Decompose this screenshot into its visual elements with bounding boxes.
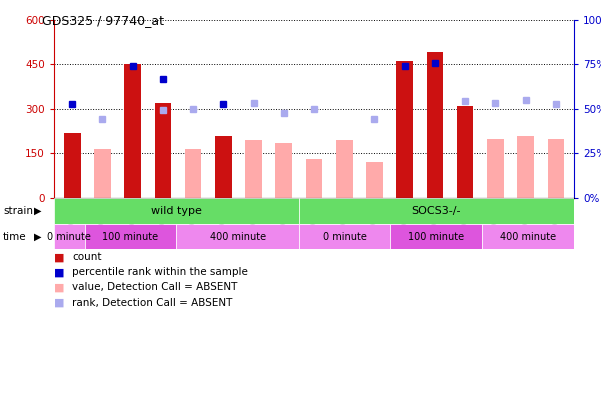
Text: ■: ■ bbox=[54, 282, 64, 293]
Bar bbox=[245, 140, 262, 198]
Bar bbox=[54, 224, 85, 249]
Text: ■: ■ bbox=[54, 252, 64, 263]
Text: strain: strain bbox=[3, 206, 33, 216]
Bar bbox=[215, 135, 231, 198]
Text: 400 minute: 400 minute bbox=[210, 232, 266, 242]
Bar bbox=[366, 162, 383, 198]
Text: 400 minute: 400 minute bbox=[500, 232, 556, 242]
Text: ▶: ▶ bbox=[34, 232, 41, 242]
Bar bbox=[391, 224, 482, 249]
Bar bbox=[548, 139, 564, 198]
Text: 100 minute: 100 minute bbox=[103, 232, 159, 242]
Text: ■: ■ bbox=[54, 297, 64, 308]
Bar bbox=[336, 140, 353, 198]
Text: count: count bbox=[72, 252, 102, 263]
Bar bbox=[154, 103, 171, 198]
Bar bbox=[397, 61, 413, 198]
Text: value, Detection Call = ABSENT: value, Detection Call = ABSENT bbox=[72, 282, 237, 293]
Text: wild type: wild type bbox=[151, 206, 202, 216]
Text: 0 minute: 0 minute bbox=[323, 232, 367, 242]
Bar bbox=[457, 106, 474, 198]
Bar bbox=[299, 198, 574, 224]
Text: ■: ■ bbox=[54, 267, 64, 278]
Bar bbox=[124, 64, 141, 198]
Text: 100 minute: 100 minute bbox=[408, 232, 465, 242]
Bar bbox=[306, 159, 322, 198]
Text: time: time bbox=[3, 232, 26, 242]
Bar bbox=[54, 198, 299, 224]
Bar bbox=[185, 149, 201, 198]
Bar bbox=[275, 143, 292, 198]
Bar bbox=[94, 149, 111, 198]
Text: SOCS3-/-: SOCS3-/- bbox=[412, 206, 461, 216]
Bar bbox=[64, 133, 81, 198]
Text: percentile rank within the sample: percentile rank within the sample bbox=[72, 267, 248, 278]
Bar bbox=[177, 224, 299, 249]
Bar bbox=[85, 224, 177, 249]
Text: rank, Detection Call = ABSENT: rank, Detection Call = ABSENT bbox=[72, 297, 233, 308]
Text: ▶: ▶ bbox=[34, 206, 41, 216]
Text: GDS325 / 97740_at: GDS325 / 97740_at bbox=[42, 14, 164, 27]
Bar bbox=[299, 224, 391, 249]
Bar bbox=[427, 52, 443, 198]
Bar bbox=[487, 139, 504, 198]
Bar bbox=[517, 135, 534, 198]
Bar bbox=[482, 224, 574, 249]
Text: 0 minute: 0 minute bbox=[47, 232, 91, 242]
